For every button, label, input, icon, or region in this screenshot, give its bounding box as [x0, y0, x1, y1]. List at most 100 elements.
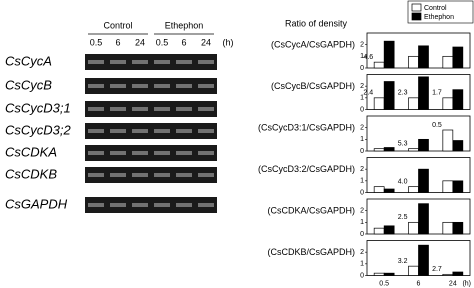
gel-strip	[85, 78, 217, 94]
gene-label: CsCDKA	[5, 144, 57, 159]
bar	[452, 140, 464, 152]
x-tick-label: 6	[417, 280, 421, 287]
band	[176, 129, 192, 133]
bar	[373, 61, 385, 69]
legend-label: Control	[424, 5, 447, 12]
bar	[452, 180, 464, 193]
bar	[408, 265, 419, 276]
band	[154, 151, 170, 155]
legend-swatch	[411, 3, 422, 12]
gel-strip	[85, 54, 217, 70]
chart-title: (CsCycD3:2/CsGAPDH)	[258, 164, 355, 174]
gel-strip	[85, 101, 217, 117]
chart-title: (CsCycA/CsGAPDH)	[271, 39, 355, 49]
x-tick-label: 24	[449, 280, 457, 287]
gene-label: CsGAPDH	[5, 196, 68, 211]
band	[110, 84, 126, 88]
bar	[418, 76, 429, 110]
band	[154, 107, 170, 111]
bar	[442, 55, 454, 69]
y-tick-label: 0	[360, 65, 364, 72]
y-tick-label: 2	[360, 42, 364, 49]
bar	[442, 221, 454, 235]
bar	[418, 138, 429, 152]
band	[154, 84, 170, 88]
y-tick-label: 1	[360, 261, 364, 268]
bar	[373, 186, 385, 193]
gene-label: CsCDKB	[5, 166, 57, 181]
band	[132, 107, 148, 111]
bar	[442, 97, 454, 110]
band	[110, 107, 126, 111]
band	[176, 151, 192, 155]
annotation: 2.5	[398, 214, 408, 221]
band	[110, 129, 126, 133]
bar	[373, 148, 385, 152]
bar	[408, 55, 419, 69]
y-tick-label: 0	[360, 106, 364, 113]
annotation: 4.6	[363, 54, 373, 61]
bar	[383, 225, 395, 235]
bar	[418, 203, 429, 235]
group-label: Control	[103, 20, 132, 30]
gene-label: CsCycA	[5, 53, 52, 68]
band	[88, 203, 104, 207]
bar	[452, 271, 464, 276]
bar	[383, 147, 395, 152]
gene-label: CsCycD3;2	[5, 122, 72, 137]
band	[132, 129, 148, 133]
bar	[442, 180, 454, 193]
bar	[373, 272, 385, 276]
gene-label: CsCycD3;1	[5, 100, 71, 115]
lane-label: 6	[181, 37, 186, 47]
bar	[383, 272, 395, 276]
y-tick-label: 1	[360, 136, 364, 143]
y-tick-label: 2	[360, 249, 364, 256]
band	[176, 84, 192, 88]
legend-label: Ethephon	[424, 14, 454, 21]
annotation: 2.4	[363, 90, 373, 97]
bar	[442, 273, 454, 276]
y-tick-label: 2	[360, 166, 364, 173]
annotation: 2.7	[432, 266, 442, 273]
legend-swatch	[411, 12, 422, 21]
band	[88, 173, 104, 177]
gel-strip	[85, 145, 217, 161]
band	[154, 173, 170, 177]
chart-title: (CsCDKB/CsGAPDH)	[267, 247, 355, 257]
gel-strip	[85, 197, 217, 213]
bar	[418, 168, 429, 193]
band	[110, 60, 126, 64]
lane-label: 0.5	[90, 37, 103, 47]
lane-label: 24	[135, 37, 145, 47]
y-tick-label: 0	[360, 148, 364, 155]
annotation: 2.3	[398, 90, 408, 97]
annotation: 0.5	[432, 122, 442, 129]
y-tick-label: 0	[360, 189, 364, 196]
band	[88, 60, 104, 64]
band	[198, 129, 214, 133]
y-tick-label: 1	[360, 219, 364, 226]
gene-label: CsCycB	[5, 77, 52, 92]
chart-title: (CsCycB/CsGAPDH)	[271, 81, 355, 91]
band	[176, 60, 192, 64]
group-label: Ethephon	[165, 20, 204, 30]
band	[110, 173, 126, 177]
bar	[383, 40, 395, 69]
band	[88, 84, 104, 88]
lane-label: 0.5	[156, 37, 169, 47]
bar	[452, 221, 464, 235]
band	[198, 107, 214, 111]
band	[154, 203, 170, 207]
band	[154, 129, 170, 133]
band	[132, 84, 148, 88]
band	[110, 203, 126, 207]
band	[176, 173, 192, 177]
unit-label: (h)	[223, 37, 234, 47]
bar	[408, 221, 419, 235]
bar	[383, 81, 395, 110]
y-tick-label: 0	[360, 272, 364, 279]
bar	[442, 129, 454, 152]
y-tick-label: 2	[360, 83, 364, 90]
y-tick-label: 1	[360, 53, 364, 60]
